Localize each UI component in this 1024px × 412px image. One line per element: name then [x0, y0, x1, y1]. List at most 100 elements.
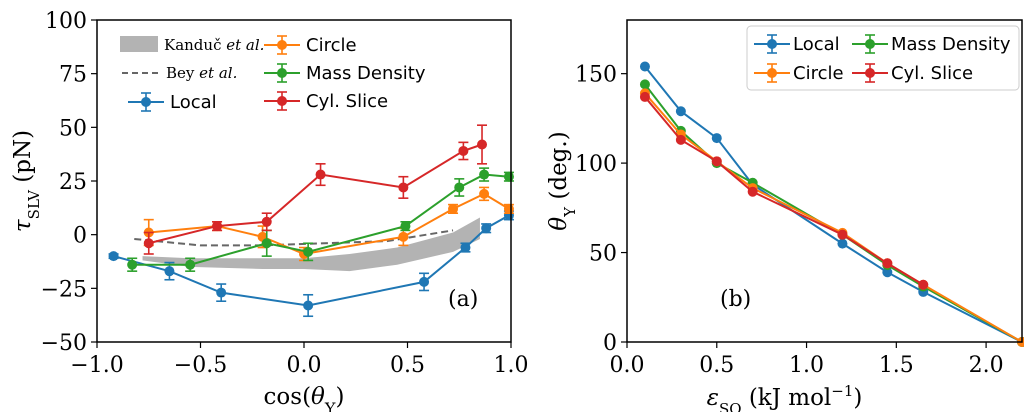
legend-entry-local: Local — [128, 92, 217, 113]
legend-b: Local Mass Density Circle Cyl. Slice — [746, 25, 1020, 91]
data-point — [303, 300, 314, 311]
legend-entry-cyl-slice: Cyl. Slice — [852, 63, 973, 84]
y-axis-label: τSLV (pN) — [10, 130, 43, 232]
legend-entry-mass-density: Mass Density — [852, 34, 1011, 55]
legend-swatch-kanduc — [120, 36, 158, 52]
data-point — [503, 203, 514, 214]
data-point — [108, 251, 119, 262]
data-point — [212, 221, 223, 232]
legend-label-mass-density: Mass Density — [891, 34, 1011, 55]
data-point — [639, 79, 650, 90]
legend-label-kanduc: Kanduč et al. — [164, 36, 264, 54]
legend-marker — [277, 96, 287, 106]
legend-label-circle: Circle — [793, 63, 844, 84]
legend-label-mass-density: Mass Density — [306, 63, 426, 84]
data-point — [479, 169, 490, 180]
y-tick-label: 100 — [45, 9, 87, 34]
data-point — [448, 203, 459, 214]
panel-b: 0.0 0.5 1.0 1.5 2.0 0 50 100 150 εSO (kJ mol−1) θY… — [546, 19, 1024, 412]
y-tick-label: −50 — [41, 331, 87, 356]
y-axis-label: θY (deg.) — [546, 131, 579, 230]
legend-marker — [767, 68, 777, 78]
y-tick-label: 75 — [59, 63, 87, 88]
reference-line-bey — [134, 229, 454, 247]
plot-frame-b — [626, 19, 1023, 343]
data-point — [185, 259, 196, 270]
series-circle — [143, 186, 514, 262]
legend-label-cyl-slice: Cyl. Slice — [891, 63, 973, 84]
panel-label-b: (b) — [720, 287, 751, 312]
x-tick-label: 1.0 — [494, 353, 529, 378]
series-line-mass-density — [644, 83, 1023, 343]
data-point — [400, 221, 411, 232]
series-cyl-slice — [143, 124, 488, 255]
x-tick-label: 0.0 — [610, 353, 645, 378]
legend-entry-local: Local — [754, 34, 840, 55]
x-tick-label: 0.0 — [287, 353, 322, 378]
legend-entry-mass-density: Mass Density — [264, 63, 426, 84]
data-point — [458, 145, 469, 156]
data-point — [479, 188, 490, 199]
data-point — [711, 133, 722, 144]
data-point — [127, 259, 138, 270]
data-point — [398, 231, 409, 242]
data-point — [143, 238, 154, 249]
legend-label-local: Local — [170, 92, 217, 113]
y-tick-label: 0 — [603, 331, 617, 356]
legend-marker — [865, 68, 875, 78]
series-cyl-slice — [639, 91, 929, 290]
reference-band-kanduc — [142, 217, 480, 272]
data-point — [747, 186, 758, 197]
y-tick-label: 100 — [575, 152, 617, 177]
data-point — [261, 216, 272, 227]
panel-label-a: (a) — [448, 287, 478, 312]
data-point — [460, 242, 471, 253]
data-point — [639, 61, 650, 72]
y-tick-label: −25 — [41, 277, 87, 302]
legend-marker — [277, 68, 287, 78]
data-point — [882, 267, 893, 278]
legend-box — [746, 25, 1020, 91]
legend-marker — [141, 97, 151, 107]
x-tick-label: 2.0 — [969, 353, 1004, 378]
data-point — [639, 91, 650, 102]
series-circle — [639, 88, 1024, 347]
series-line-circle — [148, 192, 510, 256]
legend-label-local: Local — [793, 34, 840, 55]
data-point — [675, 106, 686, 117]
data-point — [477, 139, 488, 150]
x-tick-label: −1.0 — [70, 353, 123, 378]
data-point — [315, 169, 326, 180]
y-tick-label: 150 — [575, 63, 617, 88]
legend-marker — [865, 39, 875, 49]
data-point — [398, 182, 409, 193]
legend-entry-cyl-slice: Cyl. Slice — [264, 91, 388, 112]
data-point — [882, 258, 893, 269]
panel-a: −1.0 −0.5 0.0 0.5 1.0 −50 −25 0 25 50 75 100 cos(θY)… — [10, 9, 529, 412]
data-point — [711, 156, 722, 167]
legend-marker — [767, 39, 777, 49]
data-point — [481, 223, 492, 234]
y-tick-label: 50 — [589, 242, 617, 267]
legend-a: Kanduč et al. Bey et al. Local Circle Mass D… — [120, 35, 426, 113]
data-point — [837, 229, 848, 240]
legend-entry-circle: Circle — [264, 35, 357, 56]
x-axis-label: cos(θY) — [264, 384, 345, 412]
x-tick-label: 0.5 — [699, 353, 734, 378]
legend-marker — [277, 40, 287, 50]
y-tick-label: 0 — [73, 224, 87, 249]
x-tick-label: −0.5 — [174, 353, 227, 378]
data-point — [303, 246, 314, 257]
series-line-local — [644, 65, 1023, 343]
series-mass-density — [639, 79, 1024, 347]
legend-label-cyl-slice: Cyl. Slice — [306, 91, 388, 112]
data-point — [454, 182, 465, 193]
data-point — [419, 276, 430, 287]
data-point — [837, 238, 848, 249]
legend-entry-circle: Circle — [754, 63, 844, 84]
legend-label-bey: Bey et al. — [166, 64, 237, 82]
x-axis-label: εSO (kJ mol−1) — [707, 382, 863, 412]
data-point — [216, 287, 227, 298]
data-point — [261, 238, 272, 249]
data-point — [503, 171, 514, 182]
